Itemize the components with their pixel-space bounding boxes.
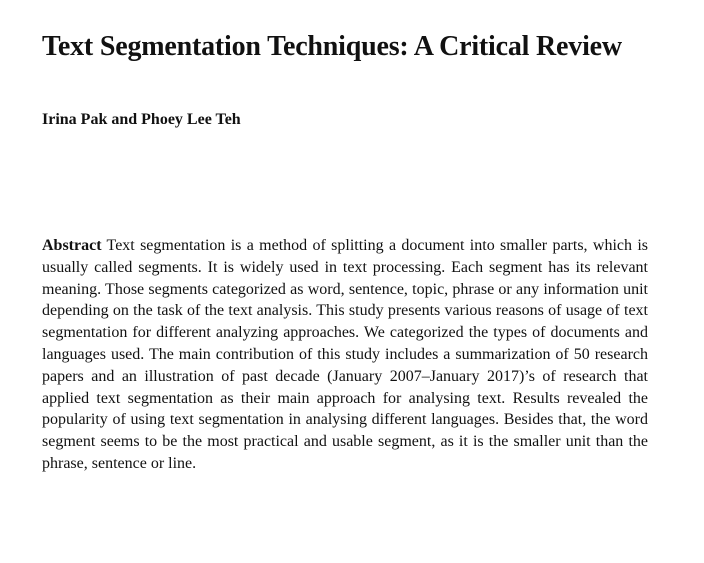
abstract-paragraph: Abstract Text segmentation is a method of… (42, 235, 648, 475)
abstract-label: Abstract (42, 237, 102, 254)
abstract-text: Text segmentation is a method of splitti… (42, 237, 648, 472)
paper-authors: Irina Pak and Phoey Lee Teh (42, 111, 241, 128)
paper-page: Text Segmentation Techniques: A Critical… (42, 30, 652, 475)
paper-title: Text Segmentation Techniques: A Critical… (42, 31, 622, 62)
